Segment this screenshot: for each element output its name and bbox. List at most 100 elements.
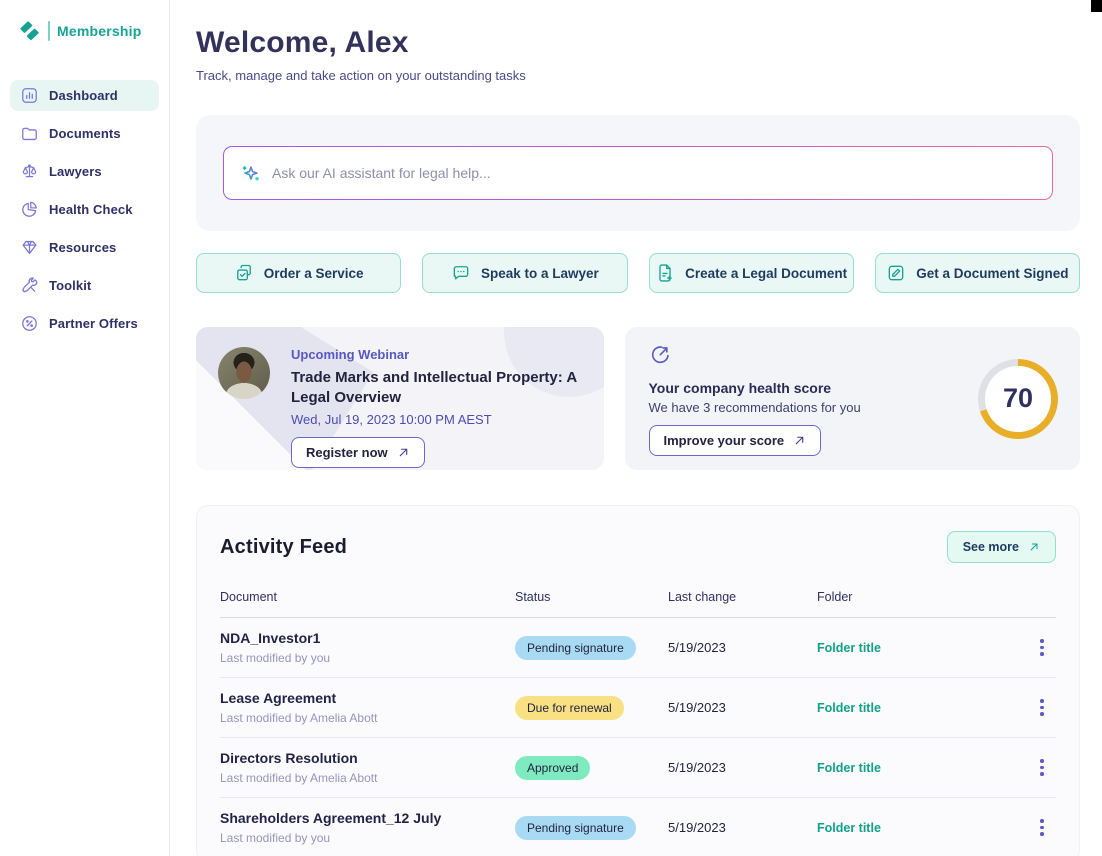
create-a-legal-document-button[interactable]: Create a Legal Document bbox=[648, 253, 854, 293]
document-modified: Last modified by you bbox=[220, 831, 331, 845]
register-now-button[interactable]: Register now bbox=[291, 436, 425, 468]
last-change-date: 5/19/2023 bbox=[668, 820, 726, 835]
webinar-title: Trade Marks and Intellectual Property: A… bbox=[291, 369, 577, 407]
brand-logo[interactable]: Membership bbox=[0, 20, 169, 42]
sidebar-item-label: Dashboard bbox=[49, 88, 118, 103]
pie-chart-icon bbox=[22, 201, 37, 217]
row-menu-button[interactable] bbox=[1028, 815, 1056, 840]
col-folder: Folder bbox=[817, 590, 853, 604]
activity-feed-title: Activity Feed bbox=[220, 535, 348, 558]
improve-score-button[interactable]: Improve your score bbox=[648, 425, 822, 456]
row-menu-button[interactable] bbox=[1028, 635, 1056, 660]
document-cell: Lease Agreement Last modified by Amelia … bbox=[220, 690, 515, 725]
sidebar: Membership Dashboard Documents Lawyers Heal… bbox=[0, 0, 170, 856]
page-title: Welcome, Alex bbox=[196, 26, 409, 59]
col-document: Document bbox=[220, 590, 277, 604]
webinar-datetime: Wed, Jul 19, 2023 10:00 PM AEST bbox=[291, 411, 492, 427]
webinar-eyebrow: Upcoming Webinar bbox=[291, 347, 410, 362]
see-more-button[interactable]: See more bbox=[946, 531, 1056, 563]
get-a-document-signed-button[interactable]: Get a Document Signed bbox=[874, 253, 1080, 293]
sidebar-item-lawyers[interactable]: Lawyers bbox=[10, 156, 159, 187]
gem-icon bbox=[22, 240, 37, 255]
sidebar-item-documents[interactable]: Documents bbox=[10, 118, 159, 149]
sidebar-item-partner-offers[interactable]: Partner Offers bbox=[10, 308, 159, 339]
chat-icon bbox=[453, 266, 469, 280]
sidebar-item-health-check[interactable]: Health Check bbox=[10, 194, 159, 225]
activity-table-header: Document Status Last change Folder bbox=[220, 590, 1056, 618]
logo-divider bbox=[48, 21, 50, 41]
sidebar-item-resources[interactable]: Resources bbox=[10, 232, 159, 263]
activity-feed-card: Activity Feed See more Document Status L… bbox=[196, 505, 1080, 856]
document-name: NDA_Investor1 bbox=[220, 630, 321, 646]
health-score-value: 70 bbox=[985, 365, 1051, 432]
arrow-up-right-icon bbox=[795, 436, 804, 445]
sidebar-item-dashboard[interactable]: Dashboard bbox=[10, 80, 159, 111]
sign-icon bbox=[888, 265, 904, 281]
webinar-speaker-avatar bbox=[218, 347, 270, 399]
sidebar-item-label: Health Check bbox=[49, 202, 133, 217]
brand-name: Membership bbox=[57, 23, 142, 39]
table-row: Lease Agreement Last modified by Amelia … bbox=[220, 678, 1056, 738]
tools-icon bbox=[22, 277, 38, 293]
scales-icon bbox=[22, 164, 37, 178]
activity-table-body: NDA_Investor1 Last modified by you Pendi… bbox=[220, 618, 1056, 856]
document-name: Lease Agreement bbox=[220, 690, 337, 706]
activity-table: Document Status Last change Folder NDA_I… bbox=[220, 590, 1056, 856]
screenshot-corner-artifact bbox=[1091, 0, 1102, 12]
folder-icon bbox=[22, 127, 37, 141]
health-score-subtitle: We have 3 recommendations for you bbox=[648, 400, 861, 415]
document-cell: Directors Resolution Last modified by Am… bbox=[220, 750, 515, 785]
health-score-title: Your company health score bbox=[648, 380, 832, 396]
order-a-service-button[interactable]: Order a Service bbox=[196, 253, 402, 293]
copy-check-icon bbox=[236, 264, 251, 281]
sparkle-icon bbox=[242, 166, 260, 181]
register-now-label: Register now bbox=[306, 444, 388, 460]
folder-link[interactable]: Folder title bbox=[817, 820, 881, 835]
gauge-icon bbox=[649, 343, 1057, 371]
folder-link[interactable]: Folder title bbox=[817, 700, 881, 715]
health-score-card: Your company health score We have 3 reco… bbox=[624, 327, 1080, 470]
doc-plus-icon bbox=[659, 264, 673, 282]
sidebar-item-label: Lawyers bbox=[49, 164, 102, 179]
speak-to-a-lawyer-button[interactable]: Speak to a Lawyer bbox=[422, 253, 628, 293]
ai-assistant-input[interactable] bbox=[224, 147, 1052, 199]
sidebar-item-label: Resources bbox=[49, 240, 117, 255]
last-change-date: 5/19/2023 bbox=[668, 700, 726, 715]
arrow-up-right-icon bbox=[399, 448, 407, 456]
document-modified: Last modified by you bbox=[220, 651, 331, 665]
row-menu-button[interactable] bbox=[1028, 755, 1056, 780]
cards-row: Upcoming Webinar Trade Marks and Intelle… bbox=[196, 327, 1080, 470]
folder-link[interactable]: Folder title bbox=[817, 640, 881, 655]
col-status: Status bbox=[515, 590, 551, 604]
row-menu-button[interactable] bbox=[1028, 695, 1056, 720]
sidebar-item-label: Toolkit bbox=[49, 278, 92, 293]
health-score-ring: 70 bbox=[978, 358, 1058, 439]
sidebar-nav: Dashboard Documents Lawyers Health Check Res… bbox=[0, 80, 169, 339]
last-change-date: 5/19/2023 bbox=[668, 640, 726, 655]
see-more-label: See more bbox=[962, 540, 1019, 554]
ai-input-wrap bbox=[223, 146, 1053, 200]
sidebar-item-label: Documents bbox=[49, 126, 121, 141]
table-row: NDA_Investor1 Last modified by you Pendi… bbox=[220, 618, 1056, 678]
col-last-change: Last change bbox=[668, 590, 737, 604]
folder-link[interactable]: Folder title bbox=[817, 760, 881, 775]
last-change-date: 5/19/2023 bbox=[668, 760, 726, 775]
webinar-card: Upcoming Webinar Trade Marks and Intelle… bbox=[196, 327, 604, 470]
document-modified: Last modified by Amelia Abott bbox=[220, 771, 378, 785]
ai-assistant-card bbox=[196, 115, 1080, 231]
document-modified: Last modified by Amelia Abott bbox=[220, 711, 378, 725]
sidebar-item-toolkit[interactable]: Toolkit bbox=[10, 270, 159, 301]
status-badge: Pending signature bbox=[515, 635, 636, 660]
table-row: Directors Resolution Last modified by Am… bbox=[220, 738, 1056, 798]
action-label: Get a Document Signed bbox=[916, 265, 1069, 281]
action-label: Order a Service bbox=[263, 265, 364, 281]
status-badge: Due for renewal bbox=[515, 695, 624, 720]
sidebar-item-label: Partner Offers bbox=[49, 316, 138, 331]
double-leaf-icon bbox=[20, 21, 39, 41]
page-subtitle: Track, manage and take action on your ou… bbox=[196, 68, 526, 83]
action-label: Speak to a Lawyer bbox=[480, 265, 599, 281]
document-name: Directors Resolution bbox=[220, 750, 358, 766]
main-content: Welcome, Alex Track, manage and take act… bbox=[170, 0, 1102, 856]
table-row: Shareholders Agreement_12 July Last modi… bbox=[220, 798, 1056, 856]
arrow-up-right-icon bbox=[1030, 543, 1038, 551]
